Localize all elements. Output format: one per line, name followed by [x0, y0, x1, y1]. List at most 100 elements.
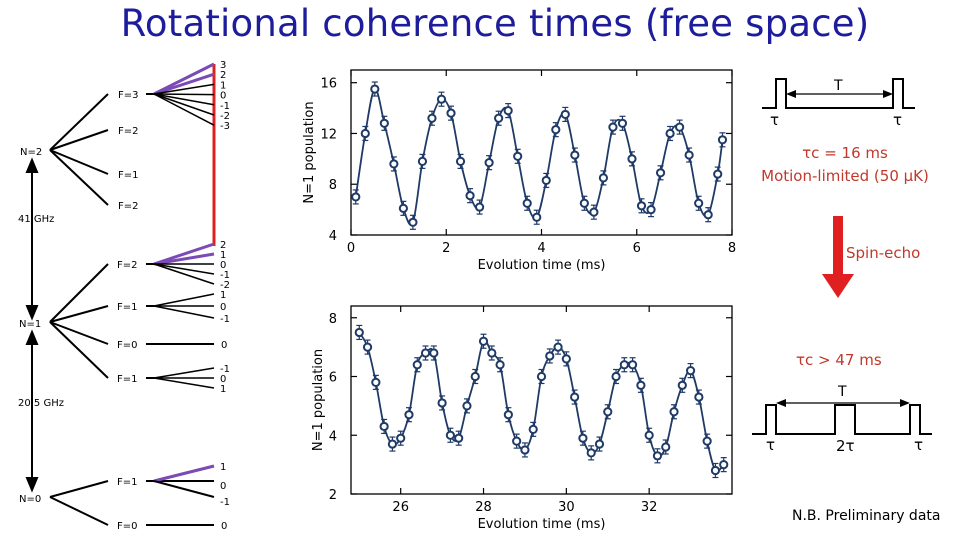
x-tick-label: 4 — [537, 241, 545, 256]
data-point — [675, 122, 685, 132]
data-point — [532, 212, 542, 222]
data-point — [710, 465, 721, 476]
sublevel-line — [153, 83, 215, 95]
data-point — [719, 460, 729, 470]
motion-limited-note: Motion-limited (50 μK) — [761, 167, 929, 185]
gap-label-41ghz: 41 GHz — [18, 214, 54, 225]
gap-arrows — [25, 157, 39, 493]
data-point — [478, 336, 489, 346]
data-point — [404, 410, 414, 420]
data-point — [437, 398, 447, 408]
data-point — [512, 436, 522, 446]
data-point — [636, 201, 647, 211]
data-point — [417, 156, 428, 166]
arrow-head-icon — [776, 399, 786, 407]
data-point — [446, 108, 456, 118]
mf-label: 2 — [220, 240, 226, 251]
n1-f-label: F=0 — [117, 340, 138, 351]
y-tick-label: 12 — [320, 127, 337, 142]
x-tick-label: 0 — [347, 241, 355, 256]
data-point — [389, 159, 399, 169]
data-point — [465, 191, 475, 201]
sublevel-line — [153, 263, 215, 275]
data-point — [379, 421, 389, 432]
data-point — [520, 445, 530, 455]
mf-label: -2 — [220, 280, 230, 291]
n2-label: N=2 — [20, 147, 42, 158]
data-point — [717, 135, 728, 145]
y-axis-label: N=1 population — [311, 349, 326, 451]
mf-label: -3 — [220, 121, 230, 132]
mf-label: 0 — [220, 260, 226, 271]
sublevel-line — [153, 93, 215, 116]
n1-f-label: F=1 — [117, 302, 138, 313]
sublevel-line — [153, 367, 215, 379]
data-point — [636, 380, 646, 390]
x-tick-label: 32 — [641, 500, 658, 515]
sublevel-line — [153, 263, 215, 285]
x-axis-label: Evolution time (ms) — [478, 517, 606, 532]
data-point — [522, 198, 532, 208]
pulse-bottom-t-label: T — [837, 384, 847, 400]
data-point — [570, 392, 580, 402]
data-point — [351, 192, 361, 202]
n1-f-label: F=2 — [117, 260, 138, 271]
data-point — [545, 351, 555, 361]
x-tick-label: 26 — [392, 500, 409, 515]
data-point — [436, 94, 447, 104]
data-point — [462, 401, 472, 411]
data-point — [644, 430, 654, 440]
data-point — [713, 169, 723, 179]
pulse-bottom-tau-left: τ — [766, 436, 775, 454]
data-point — [579, 198, 589, 208]
x-tick-label: 6 — [633, 241, 641, 256]
n1-branch-line — [49, 321, 109, 345]
data-point — [684, 150, 694, 160]
n2-branch-line — [49, 129, 109, 151]
data-point — [665, 128, 675, 139]
data-point — [362, 342, 373, 352]
spin-echo-arrow — [822, 216, 854, 298]
n2-f-label: F=3 — [118, 90, 139, 101]
mf-label: 0 — [221, 521, 227, 532]
mf-label: -1 — [220, 497, 230, 508]
y-tick-label: 6 — [329, 371, 337, 386]
coherence-time-2: τc > 47 ms — [796, 351, 882, 369]
data-point — [598, 173, 609, 183]
n0-branch-line — [49, 480, 109, 498]
sublevel-fans — [153, 62, 215, 389]
mf-label: 0 — [220, 91, 226, 102]
data-point — [617, 118, 628, 128]
coherence-time-1: τc = 16 ms — [802, 144, 888, 162]
data-point — [586, 448, 596, 458]
data-point — [454, 433, 464, 443]
data-point — [427, 113, 437, 123]
n1-label: N=1 — [19, 319, 41, 330]
x-axis-label: Evolution time (ms) — [478, 258, 606, 273]
data-point — [528, 424, 538, 434]
arrow-head-icon — [786, 90, 796, 98]
data-point — [589, 207, 599, 217]
data-point — [702, 436, 712, 446]
mf-label: 0 — [221, 340, 227, 351]
data-point — [627, 154, 637, 164]
n1-branch-line — [49, 321, 109, 379]
data-point — [570, 150, 580, 160]
mf-label: 2 — [220, 70, 226, 81]
chart-top: 0 2 4 6 8 4 8 12 16 Evolution time (ms) N=1 popula… — [302, 69, 736, 273]
data-point — [694, 198, 704, 208]
sublevel-line — [153, 72, 215, 96]
n1-branch-line — [49, 263, 109, 323]
data-point — [578, 433, 588, 443]
sublevel-line — [153, 62, 215, 96]
n2-f-label: F=1 — [118, 170, 139, 181]
mf-label: -1 — [220, 270, 230, 281]
data-point — [455, 156, 466, 166]
data-point — [429, 348, 439, 358]
data-point — [551, 125, 561, 135]
data-point — [495, 360, 505, 370]
data-point — [703, 210, 713, 220]
